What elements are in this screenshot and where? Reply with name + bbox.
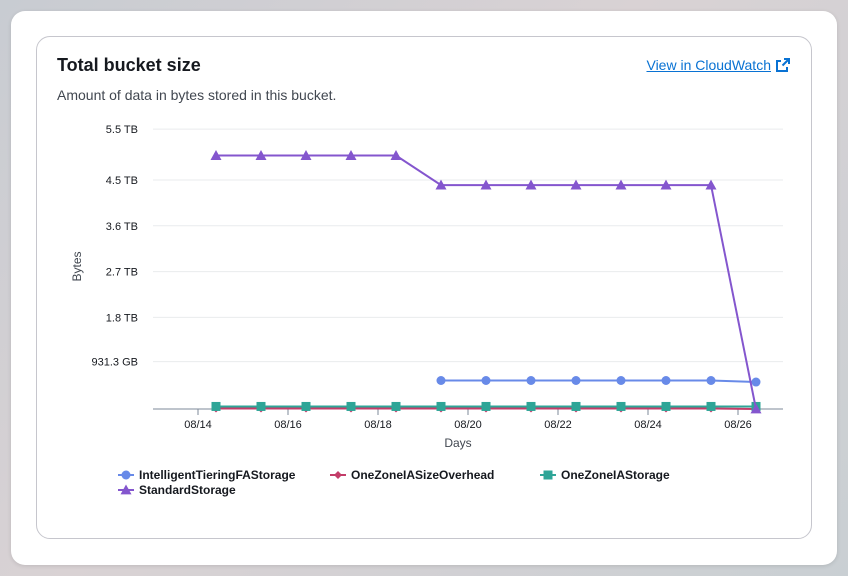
x-tick-label: 08/18 [364, 419, 392, 431]
data-point [481, 376, 491, 385]
legend-item-IntelligentTieringFAStorage: IntelligentTieringFAStorage [118, 468, 296, 482]
data-point [661, 376, 671, 385]
data-point [705, 179, 717, 190]
y-tick-label: 4.5 TB [106, 175, 138, 187]
legend-label: StandardStorage [139, 483, 236, 497]
y-tick-label: 3.6 TB [106, 221, 138, 233]
legend-label: OneZoneIASizeOverhead [351, 468, 494, 482]
data-point [525, 179, 537, 190]
card-subtitle: Amount of data in bytes stored in this b… [57, 87, 337, 103]
x-tick-label: 08/24 [634, 419, 662, 431]
view-in-cloudwatch-label: View in CloudWatch [646, 57, 771, 73]
y-tick-label: 931.3 GB [92, 357, 138, 369]
x-axis-title: Days [444, 436, 471, 450]
legend-marker [543, 470, 553, 480]
y-tick-label: 5.5 TB [106, 124, 138, 136]
legend-label: IntelligentTieringFAStorage [139, 468, 296, 482]
data-point [390, 150, 402, 160]
data-point [526, 376, 536, 385]
x-tick-label: 08/14 [184, 419, 212, 431]
data-point [256, 401, 266, 411]
data-point [706, 401, 716, 411]
data-point [255, 150, 267, 160]
y-axis-title: Bytes [70, 251, 84, 281]
view-in-cloudwatch-link[interactable]: View in CloudWatch [646, 57, 791, 73]
y-tick-label: 1.8 TB [106, 312, 138, 324]
total-bucket-size-card: Total bucket size Amount of data in byte… [36, 36, 812, 539]
series-OneZoneIAStorage [211, 401, 761, 411]
legend-item-OneZoneIASizeOverhead: OneZoneIASizeOverhead [330, 468, 494, 482]
data-point [571, 376, 581, 385]
external-link-icon [775, 57, 791, 73]
data-point [706, 376, 716, 385]
data-point [210, 150, 222, 160]
legend-label: OneZoneIAStorage [561, 468, 670, 482]
data-point [391, 401, 401, 411]
data-point [615, 179, 627, 190]
x-tick-label: 08/16 [274, 419, 302, 431]
series-IntelligentTieringFAStorage [436, 376, 761, 387]
data-point [481, 401, 491, 411]
data-point [526, 401, 536, 411]
x-tick-label: 08/26 [724, 419, 752, 431]
legend-marker [121, 470, 131, 480]
data-point [346, 401, 356, 411]
data-point [435, 179, 447, 190]
legend-marker [334, 471, 342, 479]
x-tick-label: 08/22 [544, 419, 572, 431]
data-point [660, 179, 672, 190]
data-point [211, 401, 221, 411]
data-point [661, 401, 671, 411]
legend-item-OneZoneIAStorage: OneZoneIAStorage [540, 468, 670, 482]
series-line [216, 154, 757, 410]
data-point [301, 401, 311, 411]
card-title: Total bucket size [57, 55, 201, 75]
data-point [571, 401, 581, 411]
data-point [570, 179, 582, 190]
series-line [441, 379, 757, 384]
data-point [436, 376, 446, 385]
legend-marker [120, 484, 132, 495]
data-point [751, 377, 761, 387]
data-point [616, 401, 626, 411]
y-tick-label: 2.7 TB [106, 267, 138, 279]
data-point [750, 403, 762, 414]
data-point [345, 150, 357, 160]
x-tick-label: 08/20 [454, 419, 482, 431]
legend-item-StandardStorage: StandardStorage [118, 483, 236, 497]
data-point [436, 401, 446, 411]
data-point [480, 179, 492, 190]
data-point [300, 150, 312, 160]
series-StandardStorage [210, 150, 762, 414]
data-point [616, 376, 626, 385]
